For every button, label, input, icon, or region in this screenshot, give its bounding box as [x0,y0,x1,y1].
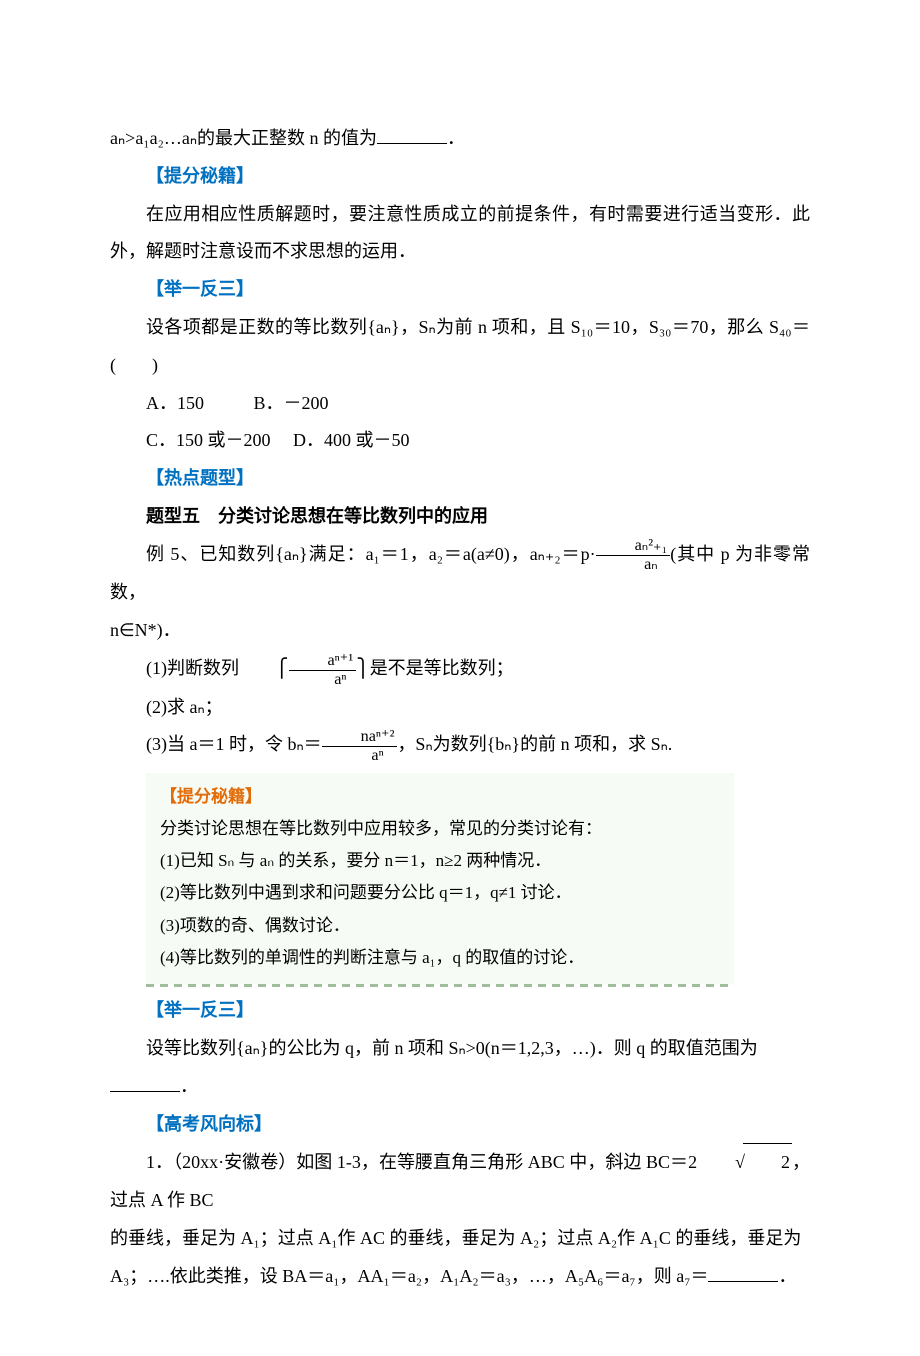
sqrt-2-radicand: 2 [743,1143,792,1182]
q1-post: 是不是等比数列； [370,658,514,678]
question-q-range-blank: ． [110,1068,810,1106]
paragraph-tips-body: 在应用相应性质解题时，要注意性质成立的前提条件，有时需要进行适当变形．此外，解题… [110,196,810,272]
q1-frac-den: aⁿ [289,671,357,689]
callout-line-4: (3)项数的奇、偶数讨论． [160,910,720,942]
gaokao-1-line3: A₃；….依此类推，设 BA＝a₁，AA₁＝a₂，A₁A₂＝a₃，…，A₅A₆＝… [110,1258,810,1296]
options-row-1: A．150 B．－200 [110,385,810,423]
question-q-range: 设等比数列{aₙ}的公比为 q，前 n 项和 Sₙ>0(n＝1,2,3，…)．则… [110,1030,810,1068]
q1-brace: ⎧aⁿ⁺¹aⁿ⎫ [239,650,370,688]
q1-pre: (1)判断数列 [146,658,239,678]
q1-fraction: aⁿ⁺¹aⁿ [289,652,357,689]
q1-frac-num: aⁿ⁺¹ [289,652,357,671]
callout-line-2: (1)已知 Sₙ 与 aₙ 的关系，要分 n＝1，n≥2 两种情况． [160,845,720,877]
option-a: A．150 [146,393,204,413]
subquestion-2: (2)求 aₙ； [110,689,810,727]
q3-fraction: naⁿ⁺²aⁿ [322,728,398,765]
callout-line-1: 分类讨论思想在等比数列中应用较多，常见的分类讨论有： [160,813,720,845]
gaokao-1-line2: 的垂线，垂足为 A₁；过点 A₁作 AC 的垂线，垂足为 A₂；过点 A₂作 A… [110,1220,810,1258]
callout-line-3: (2)等比数列中遇到求和问题要分公比 q＝1，q≠1 讨论． [160,877,720,909]
heading-more-2: 【举一反三】 [110,992,810,1030]
heading-tips-1: 【提分秘籍】 [110,158,810,196]
sqrt-2: 2 [697,1143,792,1182]
ex5-frac-den: aₙ [596,556,671,574]
subquestion-1: (1)判断数列⎧aⁿ⁺¹aⁿ⎫是不是等比数列； [110,650,810,689]
heading-topic5: 题型五 分类讨论思想在等比数列中的应用 [110,498,810,536]
callout-title: 【提分秘籍】 [160,781,720,813]
gk1-tail: ． [778,1266,796,1286]
gaokao-1-line1: 1．（20xx·安徽卷）如图 1-3，在等腰直角三角形 ABC 中，斜边 BC＝… [110,1143,810,1220]
prev-frag-tail: ． [447,128,465,148]
option-c: C．150 或－200 [146,430,271,450]
prev-frag-text: aₙ>a₁a₂…aₙ的最大正整数 n 的值为 [110,128,377,148]
gk1-d: A₃；….依此类推，设 BA＝a₁，AA₁＝a₂，A₁A₂＝a₃，…，A₅A₆＝… [110,1266,708,1286]
subquestion-3: (3)当 a＝1 时，令 bₙ＝naⁿ⁺²aⁿ，Sₙ为数列{bₙ}的前 n 项和… [110,726,810,764]
q3-frac-num: naⁿ⁺² [322,728,398,747]
option-d: D．400 或－50 [293,430,410,450]
heading-more-1: 【举一反三】 [110,271,810,309]
example5-line1: 例 5、已知数列{aₙ}满足：a₁＝1，a₂＝a(a≠0)，aₙ₊₂＝p·aₙ²… [110,536,810,612]
ex5-pre: 例 5、已知数列{aₙ}满足：a₁＝1，a₂＝a(a≠0)，aₙ₊₂＝p· [146,544,596,564]
ex5-frac-num: aₙ²₊₁ [596,537,671,556]
blank-2 [110,1073,180,1092]
q3-frac-den: aⁿ [322,747,398,765]
blank-1 [377,125,447,144]
example5-line2: n∈N*)． [110,612,810,650]
fragment-prev-page: aₙ>a₁a₂…aₙ的最大正整数 n 的值为 ． [110,120,810,158]
heading-hot: 【热点题型】 [110,460,810,498]
options-row-2: C．150 或－200 D．400 或－50 [110,422,810,460]
option-b: B．－200 [254,393,329,413]
q3-post: ，Sₙ为数列{bₙ}的前 n 项和，求 Sₙ. [397,734,672,754]
blank-2-tail: ． [180,1076,198,1096]
q3-pre: (3)当 a＝1 时，令 bₙ＝ [146,734,322,754]
gk1-a: 1．（20xx·安徽卷）如图 1-3，在等腰直角三角形 ABC 中，斜边 BC＝… [146,1152,697,1172]
heading-windvane: 【高考风向标】 [110,1106,810,1144]
callout-box: 【提分秘籍】 分类讨论思想在等比数列中应用较多，常见的分类讨论有： (1)已知 … [146,773,734,985]
question-s40: 设各项都是正数的等比数列{aₙ}，Sₙ为前 n 项和，且 S₁₀＝10，S₃₀＝… [110,309,810,385]
callout-line-5: (4)等比数列的单调性的判断注意与 a₁，q 的取值的讨论． [160,942,720,974]
callout-wrapper: 【提分秘籍】 分类讨论思想在等比数列中应用较多，常见的分类讨论有： (1)已知 … [146,773,810,985]
blank-3 [708,1263,778,1282]
ex5-fraction: aₙ²₊₁aₙ [596,537,671,574]
